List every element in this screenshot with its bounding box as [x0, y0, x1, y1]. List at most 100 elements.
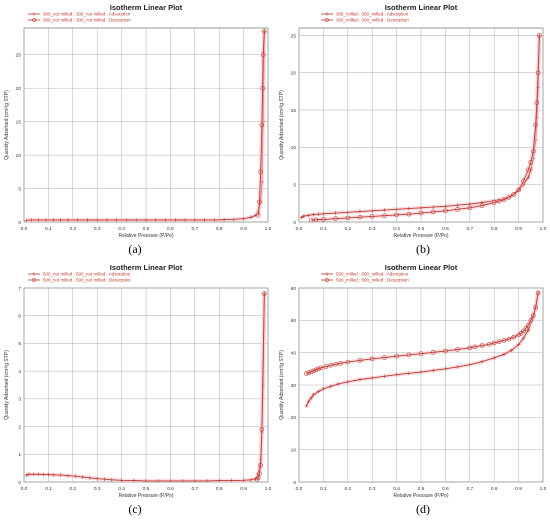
desorption-point [333, 216, 338, 221]
y-axis-label: Quantity Adsorbed (cm³/g STP) [279, 350, 285, 420]
adsorption-point [44, 218, 48, 222]
desorption-point [406, 211, 412, 217]
x-tick-label: 0.8 [491, 226, 498, 232]
adsorption-point [333, 211, 338, 215]
desorption-point [345, 359, 351, 365]
x-tick-label: 0.3 [369, 486, 376, 492]
x-tick-label: 0.9 [240, 486, 247, 492]
desorption-point [479, 203, 485, 208]
desorption-point [394, 353, 399, 359]
y-axis-label: Quantity Adsorbed (cm³/g STP) [4, 350, 10, 420]
adsorption-point [31, 472, 36, 477]
desorption-point [321, 217, 326, 222]
y-tick-label: 0 [293, 220, 296, 226]
adsorption-point [58, 218, 63, 222]
adsorption-point [306, 399, 311, 403]
x-tick-label: 0.0 [21, 486, 28, 492]
adsorption-point [163, 218, 168, 222]
desorption-point [311, 368, 316, 374]
adsorption-point [156, 479, 160, 482]
desorption-point [338, 361, 343, 366]
desorption-point [357, 358, 363, 363]
desorption-point [535, 290, 541, 296]
desorption-point [258, 463, 263, 468]
adsorption-point [443, 204, 448, 209]
desorption-point [501, 338, 507, 343]
x-tick-label: 0.6 [167, 226, 174, 232]
y-tick-label: 40 [291, 350, 297, 356]
x-axis-label: Relative Pressure (P/Po) [393, 233, 448, 239]
series-line-1 [256, 293, 265, 480]
series-line-1 [257, 31, 265, 216]
adsorption-point [407, 371, 411, 376]
chart-title: Isotherm Linear Plot [110, 263, 183, 272]
x-tick-label: 0.2 [344, 486, 351, 492]
x-tick-label: 0.3 [94, 226, 101, 232]
legend-entry-label: 500_not milled : 500_not milled : Adsorp… [43, 272, 131, 277]
desorption-point [406, 352, 412, 358]
x-tick-label: 0.8 [216, 226, 223, 232]
desorption-point [526, 322, 531, 328]
x-tick-label: 0.6 [167, 486, 174, 492]
adsorption-point [306, 213, 311, 218]
x-tick-label: 0.4 [118, 486, 125, 492]
chart-a: Isotherm Linear Plot 0.0 0.1 0.2 0.3 0.4 0.5 0.… [4, 3, 272, 239]
chart-b: Isotherm Linear Plot 0.0 0.1 0.2 0.3 0.4 0.5 0.… [279, 3, 547, 239]
adsorption-point [311, 392, 316, 397]
legend-swatch-marker [32, 18, 36, 22]
x-tick-label: 0.7 [191, 486, 198, 492]
desorption-point [479, 343, 485, 348]
x-tick-label: 0.0 [21, 226, 28, 232]
chart-d: Isotherm Linear Plot 0.0 0.1 0.2 0.3 0.4 0.5 0.… [279, 263, 547, 499]
desorption-point [521, 328, 526, 334]
x-tick-label: 0.0 [296, 486, 303, 492]
adsorption-point [41, 472, 46, 477]
y-tick-label: 10 [16, 153, 22, 159]
legend-entry-label: 300_not milled : 300_not milled : Desorp… [43, 18, 131, 23]
adsorption-point [370, 209, 374, 213]
legend-swatch-marker [325, 12, 329, 16]
adsorption-point [58, 473, 63, 477]
x-tick-label: 0.4 [393, 226, 400, 232]
adsorption-point [468, 202, 472, 206]
desorption-point [258, 169, 263, 175]
adsorption-point [316, 389, 321, 394]
desorption-point [316, 366, 321, 372]
x-tick-label: 0.1 [45, 486, 52, 492]
series-group [304, 290, 541, 408]
desorption-point [259, 427, 265, 432]
y-tick-label: 2 [18, 424, 21, 430]
legend-entry-label: 500_milled : 500_milled : Desorption [336, 278, 409, 283]
x-tick-label: 0.1 [45, 226, 52, 232]
adsorption-point [299, 215, 304, 220]
desorption-point [323, 364, 329, 369]
desorption-point [313, 367, 319, 373]
x-tick-label: 1.0 [265, 486, 272, 492]
adsorption-point [51, 218, 56, 222]
adsorption-point [85, 218, 90, 222]
adsorption-point [516, 342, 521, 347]
desorption-point [533, 122, 538, 128]
adsorption-point [144, 479, 148, 482]
desorption-point [491, 200, 497, 205]
desorption-point [496, 339, 502, 344]
adsorption-point [180, 479, 185, 482]
adsorption-point [222, 217, 226, 222]
adsorption-point [419, 370, 423, 374]
adsorption-point [394, 207, 399, 212]
y-tick-label: 5 [18, 186, 21, 192]
adsorption-point [36, 218, 41, 222]
desorption-point [516, 332, 521, 338]
x-tick-label: 0.0 [296, 226, 303, 232]
adsorption-point [202, 218, 207, 222]
x-tick-label: 1.0 [265, 226, 272, 232]
adsorption-point [51, 472, 56, 477]
adsorption-point [431, 368, 435, 373]
desorption-point [304, 371, 309, 376]
adsorption-point [132, 478, 136, 482]
x-tick-label: 0.7 [466, 486, 473, 492]
adsorption-point [153, 218, 158, 222]
desorption-point [491, 340, 497, 346]
y-tick-label: 5 [18, 341, 21, 347]
desorption-point [443, 348, 448, 354]
